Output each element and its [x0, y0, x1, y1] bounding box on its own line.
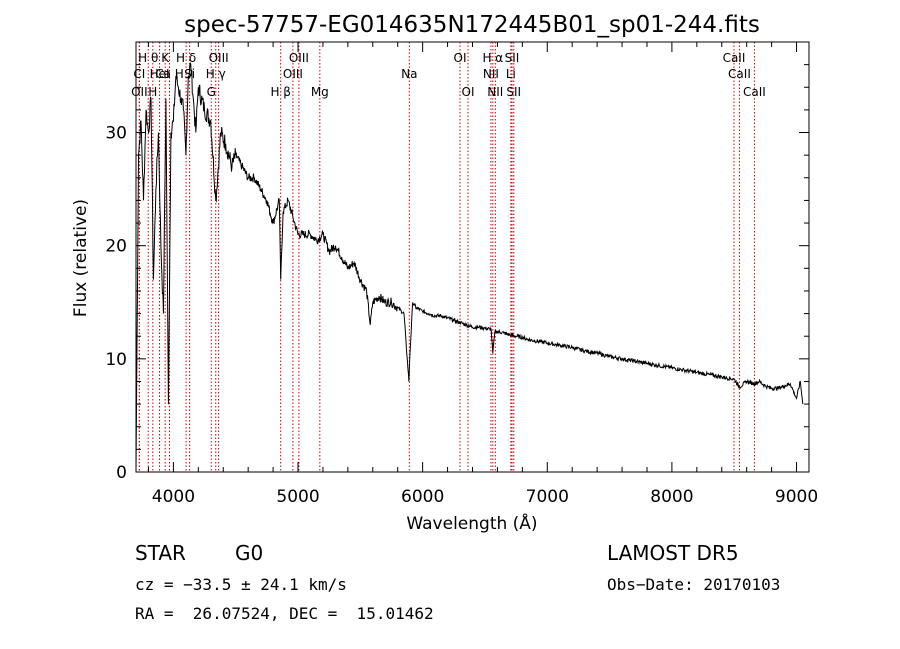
x-tick-label-8000: 8000: [650, 487, 693, 507]
line-label-14: OIII: [283, 67, 303, 81]
x-axis-ticks: 4000 5000 6000 7000 8000 9000: [147, 42, 818, 507]
line-label-4: OIII: [209, 51, 229, 65]
line-label-6: OI: [454, 51, 467, 65]
line-label-15: Na: [401, 67, 417, 81]
line-label-25: NII: [487, 85, 503, 99]
x-tick-label-6000: 6000: [401, 487, 444, 507]
observation-date: Obs−Date: 20170103: [607, 575, 781, 594]
line-label-19: OII: [131, 85, 148, 99]
x-axis-label: Wavelength (Å): [406, 512, 537, 534]
x-tick-label-5000: 5000: [276, 487, 319, 507]
redshift-velocity: cz = −33.5 ± 24.1 km/s: [135, 575, 347, 594]
y-axis-ticks: 0 10 20 30: [105, 64, 809, 483]
line-label-20: H: [148, 85, 157, 99]
line-label-8: SII: [505, 51, 520, 65]
line-label-23: Mg: [311, 85, 329, 99]
y-tick-label-0: 0: [116, 463, 127, 483]
x-tick-label-7000: 7000: [526, 487, 569, 507]
line-label-7: H α: [482, 51, 503, 65]
line-label-10: CI: [133, 67, 145, 81]
spectrum-line: [135, 62, 804, 473]
line-label-24: OI: [462, 85, 475, 99]
chart-title: spec-57757-EG014635N172445B01_sp01-244.f…: [184, 12, 760, 38]
line-label-13: H γ: [206, 67, 226, 81]
line-label-27: CaII: [743, 85, 766, 99]
line-label-11: HeI: [150, 67, 170, 81]
line-label-1: H θ: [138, 51, 158, 65]
line-label-17: Li: [506, 67, 516, 81]
x-tick-label-4000: 4000: [152, 487, 195, 507]
plot-frame: [135, 41, 810, 473]
y-tick-label-20: 20: [105, 237, 127, 257]
line-label-2: K: [161, 51, 170, 65]
coordinates: RA = 26.07524, DEC = 15.01462: [135, 604, 434, 623]
object-subclass: G0: [235, 541, 264, 565]
line-label-5: OIII: [289, 51, 309, 65]
line-label-18: CaII: [728, 67, 751, 81]
line-label-21: G: [207, 85, 216, 99]
survey-name: LAMOST DR5: [607, 541, 739, 565]
line-markers: [138, 42, 755, 472]
spectrum-series: [135, 62, 804, 473]
line-label-9: CaII: [723, 51, 746, 65]
line-label-16: NII: [483, 67, 499, 81]
line-label-26: SII: [506, 85, 521, 99]
line-label-3: H δ: [176, 51, 196, 65]
y-axis-label: Flux (relative): [71, 199, 91, 317]
x-tick-label-9000: 9000: [775, 487, 818, 507]
object-class: STAR: [135, 541, 186, 565]
y-tick-label-10: 10: [105, 350, 127, 370]
y-tick-label-30: 30: [105, 124, 127, 144]
line-label-22: H β: [270, 85, 291, 99]
